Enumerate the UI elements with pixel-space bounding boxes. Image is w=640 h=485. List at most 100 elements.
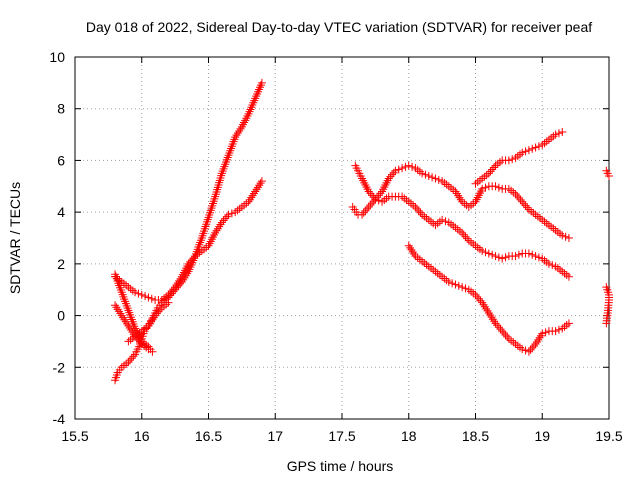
data-point-arc-b — [166, 288, 175, 297]
data-point-arc-a — [208, 201, 217, 210]
data-point-arc-e — [151, 311, 160, 320]
data-point-arc-g — [431, 174, 440, 183]
data-point-arc-b — [245, 195, 254, 204]
data-point-arc-h — [440, 274, 449, 283]
data-point-arc-f — [358, 174, 367, 183]
data-point-arc-h — [496, 325, 505, 334]
data-point-arc-a — [238, 120, 247, 129]
data-point-arc-f — [464, 236, 473, 245]
data-point-arc-e — [160, 302, 168, 311]
x-tick-label: 15.5 — [61, 428, 88, 444]
data-point-arc-f — [498, 254, 507, 263]
x-tick-label: 19 — [534, 428, 550, 444]
data-point-arc-d — [127, 326, 136, 335]
data-point-arc-h — [480, 302, 489, 311]
data-point-arc-g — [368, 199, 377, 208]
data-point-arc-b — [235, 204, 244, 213]
x-tick-label: 19.5 — [595, 428, 622, 444]
data-point-arc-h — [444, 277, 453, 286]
data-point-arc-f — [451, 223, 460, 232]
data-point-arc-f — [424, 215, 433, 224]
data-point-arc-h — [487, 313, 496, 322]
data-point-arc-i — [547, 134, 556, 143]
data-point-arc-g — [398, 164, 407, 173]
data-point-arc-h — [413, 253, 422, 262]
data-point-arc-h — [433, 269, 442, 278]
data-point-arc-i — [528, 144, 537, 153]
data-point-arc-f — [455, 227, 464, 236]
x-tick-label: 18 — [401, 428, 417, 444]
data-point-arc-i — [558, 127, 567, 136]
data-point-arc-f — [402, 196, 411, 205]
data-point-arc-b — [221, 214, 230, 223]
data-point-arc-d — [119, 313, 128, 322]
data-point-arc-g — [424, 171, 433, 180]
data-point-arc-h — [532, 337, 541, 346]
data-point-arc-g — [533, 212, 542, 221]
data-point-arc-a — [235, 126, 244, 135]
data-point-arc-a — [200, 224, 209, 233]
data-point-arc-f — [511, 252, 520, 261]
y-tick-label: -4 — [53, 411, 66, 427]
data-point-arc-g — [401, 162, 410, 171]
data-point-arc-d — [134, 336, 143, 345]
data-point-arc-e — [145, 319, 154, 328]
data-point-arc-f — [431, 221, 440, 230]
data-point-arc-h — [518, 345, 527, 354]
data-point-arc-f — [449, 221, 458, 230]
data-point-arc-g — [444, 182, 453, 191]
data-point-arc-h — [451, 280, 460, 289]
data-point-arc-d — [123, 319, 132, 328]
data-point-arc-e — [164, 298, 173, 307]
data-point-arc-b — [202, 243, 211, 252]
data-point-arc-h — [431, 267, 440, 276]
data-point-arc-g — [549, 224, 558, 233]
data-point-arc-b — [173, 278, 182, 287]
data-point-arc-a — [124, 358, 133, 367]
data-point-arc-g — [454, 191, 463, 200]
data-point-arc-g — [376, 189, 385, 198]
data-point-arc-e — [124, 337, 133, 346]
data-point-arc-h — [531, 340, 540, 349]
data-point-arc-g — [455, 193, 464, 202]
data-point-arc-i — [473, 177, 482, 186]
data-point-arc-b — [247, 193, 256, 202]
data-point-arc-j — [605, 171, 613, 180]
data-points — [111, 78, 613, 385]
data-point-arc-b — [131, 288, 140, 297]
data-point-arc-e — [152, 309, 161, 318]
data-point-arc-k — [602, 319, 611, 328]
data-point-arc-e — [148, 315, 157, 324]
data-point-arc-g — [547, 222, 556, 231]
data-point-arc-b — [180, 268, 189, 277]
data-point-arc-b — [219, 216, 228, 225]
data-point-arc-h — [471, 290, 480, 299]
y-tick-label: 0 — [57, 308, 65, 324]
data-point-arc-g — [374, 191, 383, 200]
data-point-arc-g — [519, 199, 528, 208]
data-point-arc-d — [116, 309, 125, 318]
y-tick-label: 10 — [49, 49, 65, 65]
data-point-arc-g — [521, 201, 530, 210]
data-point-arc-g — [379, 185, 388, 194]
data-point-arc-h — [504, 334, 513, 343]
data-point-arc-h — [473, 292, 482, 301]
data-point-arc-b — [137, 290, 146, 299]
data-point-arc-g — [553, 227, 562, 236]
data-point-arc-a — [127, 354, 136, 363]
data-point-arc-g — [371, 195, 380, 204]
data-point-arc-h — [410, 250, 419, 259]
data-point-arc-b — [248, 191, 257, 200]
data-point-arc-h — [427, 264, 435, 273]
data-point-arc-b — [183, 262, 192, 271]
data-point-arc-g — [481, 183, 490, 192]
data-point-arc-h — [491, 319, 500, 328]
data-point-arc-g — [358, 210, 367, 219]
data-point-arc-g — [467, 201, 476, 210]
data-point-arc-g — [523, 203, 532, 212]
data-point-arc-g — [384, 174, 393, 183]
data-point-arc-b — [186, 257, 195, 266]
data-point-arc-b — [124, 283, 133, 292]
data-point-arc-g — [474, 191, 483, 200]
